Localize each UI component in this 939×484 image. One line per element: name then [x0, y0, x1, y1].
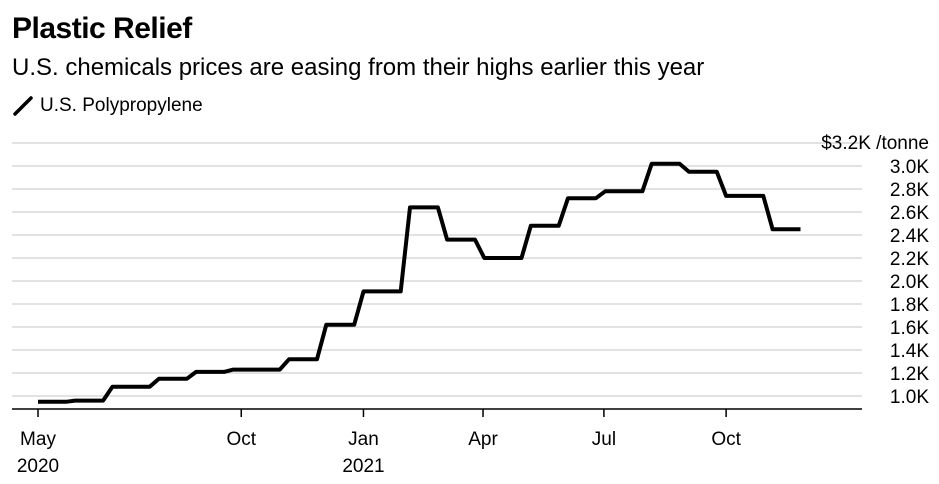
- x-tick-label: Jan: [348, 429, 379, 450]
- x-tick-label: Jul: [592, 429, 616, 450]
- y-tick-label: 2.4K: [890, 226, 929, 247]
- y-tick-label: 2.0K: [890, 272, 929, 293]
- y-axis-unit-label: $3.2K /tonne: [821, 133, 929, 154]
- x-tick-label: Apr: [468, 429, 498, 450]
- y-tick-label: 1.6K: [890, 318, 929, 339]
- gridlines: [12, 142, 862, 397]
- series-layer: [38, 161, 801, 404]
- y-tick-label: 1.2K: [890, 364, 929, 385]
- y-tick-label: 3.0K: [890, 157, 929, 178]
- x-tick-year-label: 2020: [17, 456, 59, 477]
- legend-line-icon: [13, 96, 33, 116]
- chart-subtitle: U.S. chemicals prices are easing from th…: [12, 54, 705, 81]
- x-tick-label: May: [20, 429, 56, 450]
- series-line-polypropylene: [38, 161, 801, 404]
- x-tick-label: Oct: [226, 429, 256, 450]
- legend-label: U.S. Polypropylene: [40, 95, 203, 116]
- chart-title: Plastic Relief: [12, 12, 192, 45]
- y-tick-label: 2.8K: [890, 180, 929, 201]
- legend: U.S. Polypropylene: [12, 93, 203, 119]
- y-tick-label: 1.4K: [890, 341, 929, 362]
- x-tick-label: Oct: [711, 429, 741, 450]
- y-axis: 3.0K2.8K2.6K2.4K2.2K2.0K1.8K1.6K1.4K1.2K…: [890, 157, 929, 408]
- y-tick-label: 2.2K: [890, 249, 929, 270]
- y-tick-label: 1.8K: [890, 295, 929, 316]
- x-tick-year-label: 2021: [342, 456, 384, 477]
- y-tick-label: 2.6K: [890, 203, 929, 224]
- x-axis: May 2020 Oct Jan 2021 Apr Jul Oct: [12, 408, 862, 477]
- y-tick-label: 1.0K: [890, 387, 929, 408]
